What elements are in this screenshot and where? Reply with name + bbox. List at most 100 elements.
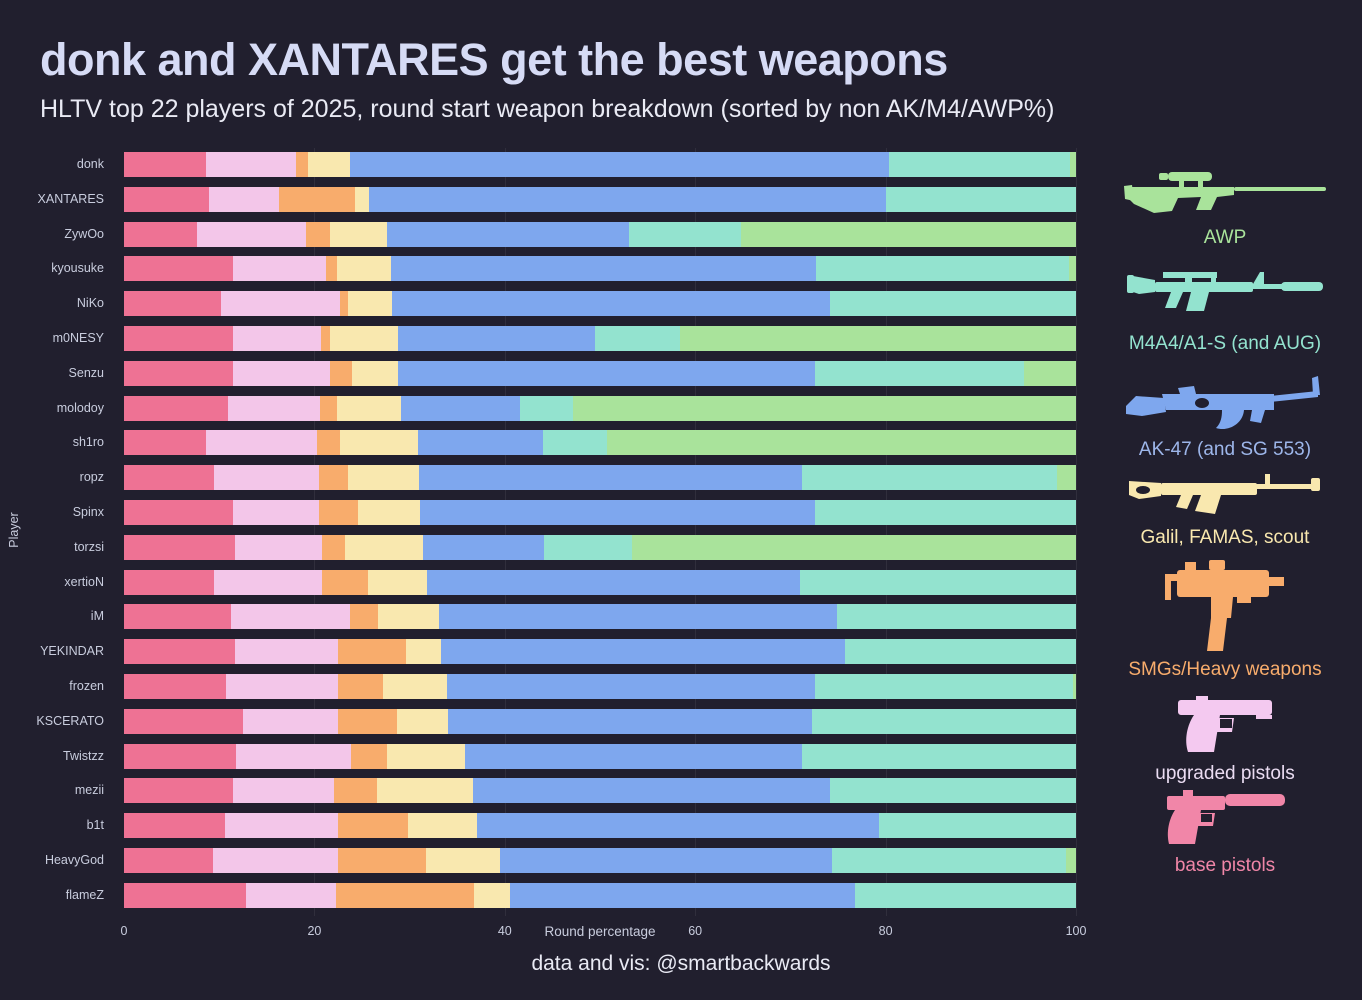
legend-item-awp: AWP	[1100, 170, 1350, 249]
bar-row-Twistzz	[124, 743, 1076, 769]
bar-segment	[1056, 465, 1076, 491]
bar-segment	[398, 360, 816, 386]
bar-row-frozen	[124, 673, 1076, 699]
bar-segment	[321, 325, 330, 351]
bar-segment	[440, 639, 845, 665]
bar-row-KSCERATO	[124, 708, 1076, 734]
bar-segment	[500, 847, 833, 873]
bar-row-donk	[124, 152, 1076, 177]
bar-segment	[378, 604, 440, 630]
x-axis-title: Round percentage	[544, 924, 656, 939]
legend-item-upgraded-pistols: upgraded pistols	[1100, 694, 1350, 785]
bar-segment	[124, 604, 231, 630]
m4-rifle-icon	[1127, 272, 1323, 311]
bar-segment	[329, 360, 353, 386]
bar-segment	[338, 847, 426, 873]
bar-segment	[230, 604, 350, 630]
bar-segment	[407, 813, 478, 839]
bar-segment	[124, 256, 234, 282]
bar-row-molodoy	[124, 395, 1076, 421]
legend-label-ak47: AK-47 (and SG 553)	[1138, 439, 1312, 460]
bar-row-ropz	[124, 465, 1076, 491]
legend-label-m4: M4A4/A1-S (and AUG)	[1128, 333, 1322, 354]
y-label-flameZ: flameZ	[65, 887, 104, 902]
bar-segment	[464, 743, 802, 769]
legend-item-m4: M4A4/A1-S (and AUG)	[1100, 268, 1350, 355]
bar-segment	[338, 813, 408, 839]
bar-row-ZywOo	[124, 221, 1076, 247]
bar-segment	[336, 882, 475, 908]
legend-label-galil: Galil, FAMAS, scout	[1140, 527, 1310, 548]
bar-segment	[329, 221, 387, 247]
bar-segment	[355, 186, 369, 212]
bar-row-NiKo	[124, 291, 1076, 317]
bar-segment	[124, 430, 206, 456]
y-label-Senzu: Senzu	[68, 365, 104, 380]
bar-segment	[124, 325, 233, 351]
bar-segment	[543, 534, 633, 560]
bar-segment	[377, 778, 474, 804]
bar-segment	[474, 882, 511, 908]
bar-segment	[420, 499, 816, 525]
base-pistol-silencer-icon	[1167, 790, 1285, 844]
bar-segment	[350, 743, 387, 769]
x-tick-100: 100	[1065, 924, 1087, 938]
bar-segment	[446, 673, 816, 699]
bar-segment	[322, 534, 345, 560]
bar-segment	[305, 221, 330, 247]
bar-segment	[837, 604, 1076, 630]
awp-sniper-rifle-icon	[1124, 172, 1326, 213]
bar-segment	[344, 534, 423, 560]
bar-segment	[124, 743, 237, 769]
bar-segment	[447, 708, 813, 734]
bar-segment	[830, 291, 1076, 317]
legend-item-base-pistols: base pistols	[1100, 786, 1350, 877]
bar-segment	[832, 847, 1067, 873]
bar-segment	[124, 395, 228, 421]
bar-segment	[830, 778, 1076, 804]
y-label-Spinx: Spinx	[72, 504, 104, 519]
legend-item-ak47: AK-47 (and SG 553)	[1100, 372, 1350, 461]
bar-segment	[679, 325, 1076, 351]
bar-segment	[367, 569, 427, 595]
y-label-molodoy: molodoy	[56, 400, 104, 415]
bar-segment	[124, 465, 215, 491]
y-label-HeavyGod: HeavyGod	[44, 852, 104, 867]
bar-segment	[520, 395, 574, 421]
bar-segment	[245, 882, 337, 908]
bar-segment	[338, 639, 406, 665]
bar-segment	[390, 256, 817, 282]
y-label-Twistzz: Twistzz	[63, 748, 104, 763]
bar-segment	[124, 221, 198, 247]
bar-segment	[320, 395, 338, 421]
bar-segment	[243, 708, 339, 734]
bar-segment	[1070, 152, 1076, 177]
bar-segment	[386, 221, 630, 247]
bar-segment	[338, 708, 398, 734]
x-tick-60: 60	[688, 924, 703, 938]
y-label-kyousuke: kyousuke	[51, 261, 104, 276]
bar-segment	[816, 256, 1070, 282]
bar-segment	[573, 395, 1076, 421]
bar-segment	[382, 673, 447, 699]
y-label-XANTARES: XANTARES	[37, 191, 104, 206]
page-title: donk and XANTARES get the best weapons	[40, 34, 948, 85]
x-tick-40: 40	[497, 924, 512, 938]
bar-row-m0NESY	[124, 325, 1076, 351]
y-label-torzsi: torzsi	[74, 539, 104, 554]
bar-segment	[325, 256, 338, 282]
bar-segment	[319, 465, 348, 491]
ak47-rifle-icon	[1126, 376, 1320, 430]
bar-segment	[844, 639, 1076, 665]
bar-segment	[606, 430, 1076, 456]
y-label-iM: iM	[90, 609, 104, 624]
bar-segment	[233, 256, 326, 282]
bar-segment	[124, 813, 225, 839]
bar-row-flameZ	[124, 882, 1076, 908]
x-tick-80: 80	[878, 924, 893, 938]
bar-segment	[208, 186, 280, 212]
legend-label-awp: AWP	[1203, 227, 1247, 248]
bar-segment	[419, 465, 802, 491]
y-label-YEKINDAR: YEKINDAR	[40, 644, 104, 659]
bar-segment	[322, 569, 368, 595]
